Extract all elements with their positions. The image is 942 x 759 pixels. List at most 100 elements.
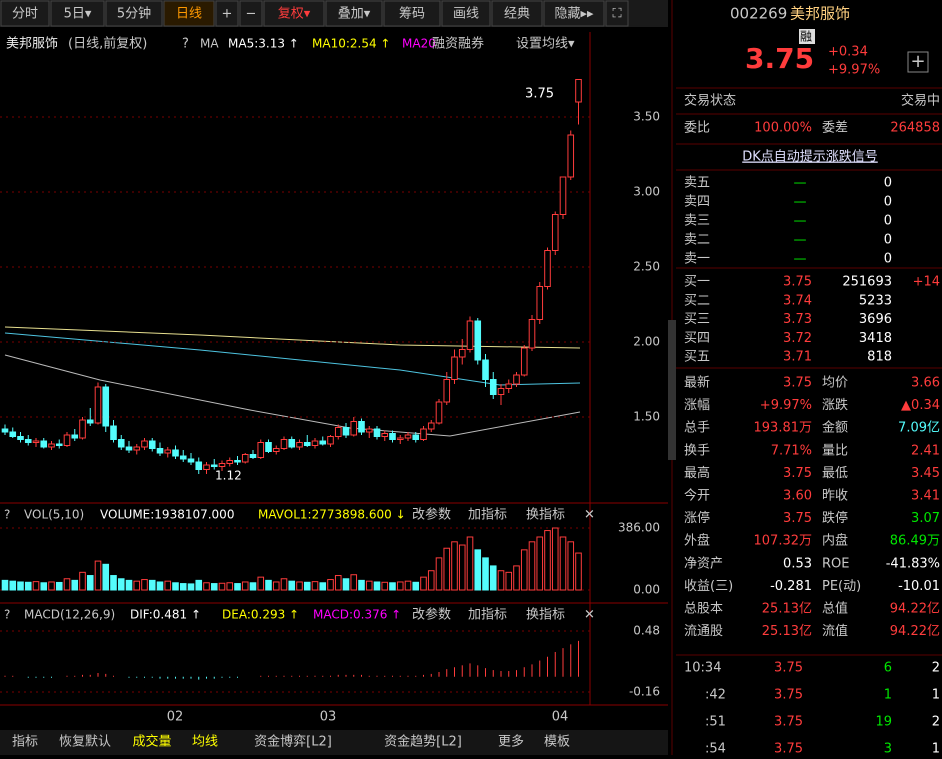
volume-bar [358,579,365,591]
volume-bar [257,576,265,591]
toolbar-button[interactable] [50,0,105,27]
help[interactable]: ? [182,37,189,52]
toolbar-label[interactable]: 分时 [12,7,38,22]
candle-body [288,439,296,448]
toolbar-button[interactable] [163,0,215,27]
volume-bar [9,580,17,591]
candle-body [358,421,365,433]
volume-bar [505,571,513,591]
settings[interactable]: 设置均线▾ [516,37,575,52]
bottom-tab[interactable]: 成交量 [132,734,171,750]
bid-price: 3.72 [783,331,812,346]
edit[interactable]: 改参数 [412,607,451,623]
stat-label: 总股本 [684,602,723,617]
toolbar-button[interactable] [239,0,263,27]
bid-volume: 251693 [842,275,892,290]
add[interactable]: 加指标 [468,508,507,523]
candle-body [528,319,536,349]
candle-body [466,320,474,350]
toolbar-button[interactable] [215,0,239,27]
volume-bar [94,560,102,591]
plus-box[interactable] [907,51,929,73]
stat-label: 流通股 [684,624,723,639]
volume-bar [427,570,435,591]
toolbar-label[interactable]: 筹码 [399,6,425,22]
close[interactable]: ✕ [584,508,595,523]
candle-body [210,464,218,467]
bid-change: +14 [913,275,940,290]
close[interactable]: ✕ [584,608,595,623]
toolbar-label[interactable]: − [246,7,257,22]
ask-label: 卖四 [684,195,710,210]
toolbar-label[interactable]: 画线 [453,7,479,22]
toolbar-button[interactable] [263,0,325,27]
toolbar-label[interactable]: 5分钟 [117,6,151,22]
toolbar-button[interactable] [325,0,383,27]
help[interactable]: ? [4,508,10,522]
volume-bar [156,581,164,591]
volume-bar [32,581,40,591]
bottom-tab[interactable]: 恢复默认 [59,734,111,750]
stat-label: 最低 [822,466,848,481]
stat-value: 3.41 [911,489,940,504]
volume-bar [435,557,443,591]
stat-label: ROE [822,556,849,571]
edit[interactable]: 改参数 [412,507,451,523]
toolbar-label[interactable]: 叠加▾ [338,7,371,22]
stat-value: +9.97% [760,398,812,413]
toolbar-label[interactable]: 隐藏▸▸ [554,7,594,22]
bottom-tab[interactable]: 指标 [12,735,38,750]
signal-link[interactable]: DK点自动提示涨跌信号 [742,149,878,165]
bid-volume: 3696 [859,312,892,327]
bid-volume: 818 [867,350,892,365]
candle-body [575,79,582,103]
bottom-tab[interactable]: 更多 [498,734,524,750]
candle-body [55,443,63,446]
plus[interactable]: + [910,51,925,72]
toolbar-button[interactable] [0,0,50,27]
candle-body [9,431,17,437]
help[interactable]: ? [4,608,10,622]
ma: MA [200,37,219,51]
badge: 融 [800,30,812,44]
margin[interactable]: 融资融券 [432,36,484,52]
toolbar-label[interactable]: ⛶ [611,7,622,22]
ma5: MA5:3.13 ↑ [228,37,299,51]
toolbar-label[interactable]: + [222,7,233,22]
add[interactable]: 加指标 [468,608,507,623]
swap[interactable]: 换指标 [526,608,565,623]
toolbar-label[interactable]: 复权▾ [278,6,311,22]
candle-body [319,440,327,445]
toolbar-button[interactable] [441,0,491,27]
macd: MACD:0.376 ↑ [313,608,401,622]
swap[interactable]: 换指标 [526,508,565,523]
candle-body [125,446,133,451]
volume-bar [133,580,141,591]
candle-body [24,439,32,443]
candle-body [427,422,435,430]
headers: 美邦服饰 (日线,前复权) ? MA MA5:3.13 ↑ MA10:2.54 … [4,5,940,725]
candle-body [148,440,156,449]
ask-price: — [794,252,807,267]
bottom-tab[interactable]: 均线 [192,735,218,750]
toolbar-label[interactable]: 经典 [504,7,530,22]
toolbar-button[interactable] [383,0,441,27]
candle-body [203,464,210,470]
volume-bar [559,536,567,591]
toolbar-label[interactable]: 日线 [176,7,202,22]
stock-name: 美邦服饰 [6,37,58,52]
stat-value: 25.13亿 [762,624,812,639]
toolbar-button[interactable] [605,0,629,27]
ask-volume: 0 [884,214,892,229]
toolbar-button[interactable] [543,0,605,27]
toolbar-button[interactable] [105,0,163,27]
bottom-tab[interactable]: 模板 [544,735,570,750]
volume-bar [303,581,311,591]
toolbar-label[interactable]: 5日▾ [64,7,92,22]
bottom-tab[interactable]: 资金趋势[L2] [384,734,462,750]
toolbar-button[interactable] [491,0,543,27]
volume-bar [381,581,389,591]
volume-bar [195,579,203,591]
bottom-tab[interactable]: 资金博弈[L2] [254,734,332,750]
